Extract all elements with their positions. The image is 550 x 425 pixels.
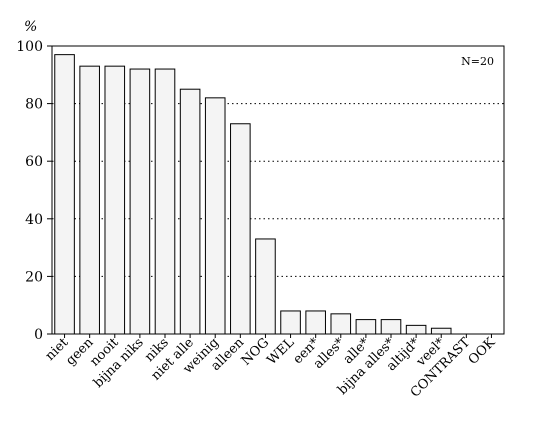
bar-15 [430,327,452,335]
y-tick-label-100: 100 [16,39,43,55]
bar-13 [380,319,402,335]
y-axis-unit: % [24,19,37,35]
bar-1 [79,65,100,335]
bar-11 [330,313,352,335]
y-tick-label-80: 80 [25,97,43,113]
bar-6 [204,97,226,335]
y-tick-label-0: 0 [34,327,43,343]
bar-7 [230,123,251,335]
bar-5 [179,88,201,335]
bar-4 [154,68,176,335]
x-tick-label-8: NOG [239,335,273,369]
bar-8 [255,238,276,335]
bar-0 [54,54,75,335]
bars [54,54,452,335]
y-tick-label-20: 20 [25,269,43,285]
x-tick-label-9: WEL [265,335,298,368]
sample-size-annotation: N=20 [461,55,494,68]
bar-14 [405,324,427,335]
bar-10 [305,310,326,335]
bar-9 [280,310,301,335]
plot-frame [51,45,505,335]
x-tick-label-17: OOK [466,335,499,368]
bar-12 [355,319,377,335]
y-axis: 0 20 40 60 80 100 [16,39,52,343]
bar-2 [104,65,126,335]
y-tick-label-60: 60 [25,154,43,170]
y-tick-label-40: 40 [25,212,43,228]
bar-3 [129,68,151,335]
